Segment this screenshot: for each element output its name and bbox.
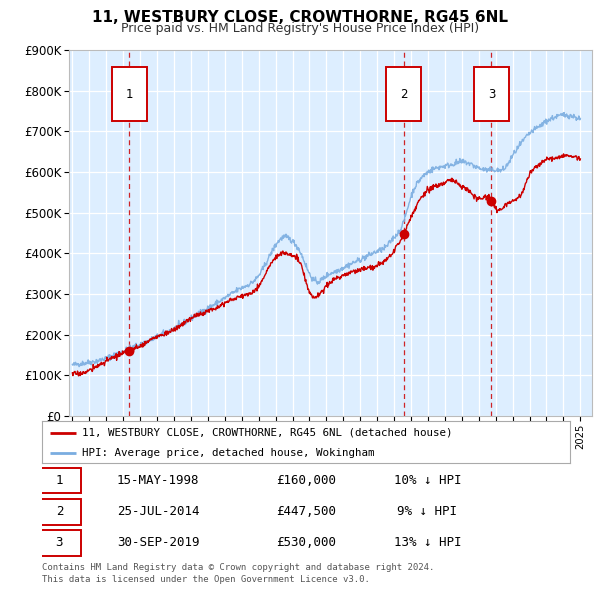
Text: Price paid vs. HM Land Registry's House Price Index (HPI): Price paid vs. HM Land Registry's House …: [121, 22, 479, 35]
Text: 11, WESTBURY CLOSE, CROWTHORNE, RG45 6NL (detached house): 11, WESTBURY CLOSE, CROWTHORNE, RG45 6NL…: [82, 428, 452, 438]
FancyBboxPatch shape: [38, 530, 81, 556]
Text: HPI: Average price, detached house, Wokingham: HPI: Average price, detached house, Woki…: [82, 448, 374, 457]
Text: 13% ↓ HPI: 13% ↓ HPI: [394, 536, 461, 549]
Text: 2: 2: [56, 505, 63, 518]
Text: 30-SEP-2019: 30-SEP-2019: [117, 536, 199, 549]
Text: 2: 2: [400, 87, 407, 100]
Text: 1: 1: [56, 474, 63, 487]
Text: £530,000: £530,000: [276, 536, 336, 549]
FancyBboxPatch shape: [386, 67, 421, 122]
Text: 15-MAY-1998: 15-MAY-1998: [117, 474, 199, 487]
Text: 25-JUL-2014: 25-JUL-2014: [117, 505, 199, 518]
Text: 10% ↓ HPI: 10% ↓ HPI: [394, 474, 461, 487]
Text: This data is licensed under the Open Government Licence v3.0.: This data is licensed under the Open Gov…: [42, 575, 370, 584]
Text: 11, WESTBURY CLOSE, CROWTHORNE, RG45 6NL: 11, WESTBURY CLOSE, CROWTHORNE, RG45 6NL: [92, 10, 508, 25]
Text: 3: 3: [488, 87, 495, 100]
FancyBboxPatch shape: [112, 67, 147, 122]
FancyBboxPatch shape: [38, 468, 81, 493]
Text: 3: 3: [56, 536, 63, 549]
Text: £447,500: £447,500: [276, 505, 336, 518]
FancyBboxPatch shape: [474, 67, 509, 122]
FancyBboxPatch shape: [38, 499, 81, 525]
Text: 9% ↓ HPI: 9% ↓ HPI: [397, 505, 457, 518]
Text: Contains HM Land Registry data © Crown copyright and database right 2024.: Contains HM Land Registry data © Crown c…: [42, 563, 434, 572]
Text: £160,000: £160,000: [276, 474, 336, 487]
Text: 1: 1: [125, 87, 133, 100]
